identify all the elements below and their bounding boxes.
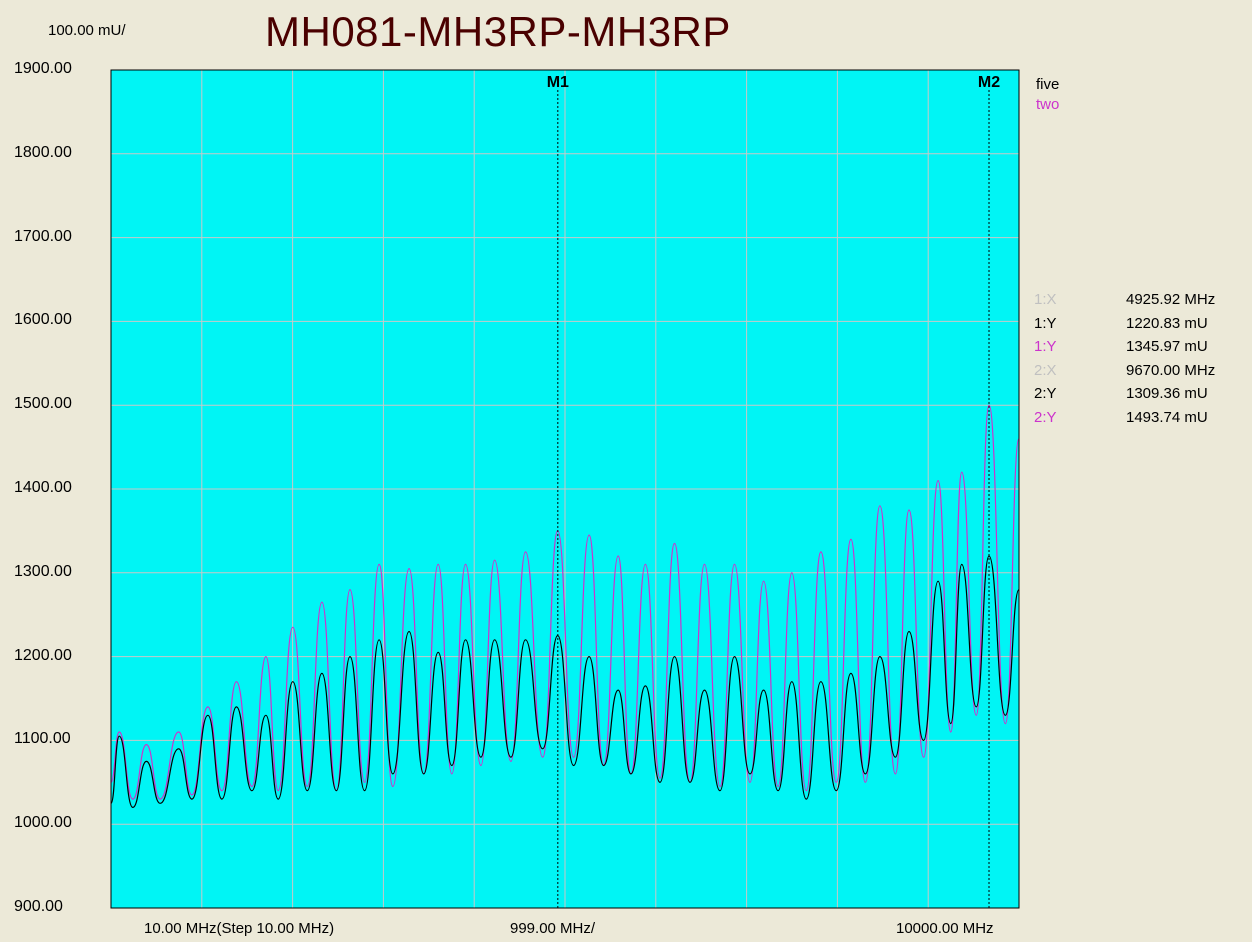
legend-item-two: two bbox=[1036, 96, 1060, 113]
readout-label: 2:Y bbox=[1034, 408, 1057, 426]
marker-label-m2[interactable]: M2 bbox=[978, 74, 1000, 91]
series-layer bbox=[110, 404, 1020, 809]
x-end-label: 10000.00 MHz bbox=[896, 920, 994, 937]
legend-item-five: five bbox=[1036, 76, 1060, 93]
y-tick-label: 1200.00 bbox=[14, 646, 72, 664]
scale-label: 100.00 mU/ bbox=[48, 22, 126, 39]
readout-value: 9670.00 MHz bbox=[1126, 361, 1216, 379]
series-line-two bbox=[110, 404, 1020, 800]
y-tick-label: 1600.00 bbox=[14, 311, 72, 329]
y-tick-label: 1400.00 bbox=[14, 479, 72, 496]
x-axis-label: 999.00 MHz/ bbox=[510, 920, 596, 937]
y-tick-label: 1500.00 bbox=[14, 395, 72, 413]
grid-lines bbox=[111, 70, 1019, 908]
y-tick-label: 1800.00 bbox=[14, 143, 72, 161]
y-tick-label: 1300.00 bbox=[14, 562, 72, 580]
y-tick-label: 1700.00 bbox=[14, 227, 72, 245]
readout-value: 1345.97 mU bbox=[1126, 338, 1208, 355]
series-line-five bbox=[110, 555, 1020, 809]
marker-layer: M1 M2 bbox=[547, 74, 1000, 908]
y-tick-label: 1100.00 bbox=[14, 730, 71, 748]
marker-label-m1[interactable]: M1 bbox=[547, 74, 569, 91]
readout-label: 2:Y bbox=[1034, 385, 1057, 402]
readout-value: 1220.83 mU bbox=[1126, 314, 1208, 332]
plot-frame bbox=[110, 69, 1020, 909]
readout-value: 1493.74 mU bbox=[1126, 408, 1208, 426]
readout-value: 1309.36 mU bbox=[1126, 385, 1208, 402]
y-tick-label: 1900.00 bbox=[14, 60, 72, 77]
chart-title: MH081-MH3RP-MH3RP bbox=[265, 8, 731, 55]
y-tick-label: 1000.00 bbox=[14, 814, 72, 832]
readout-label: 2:X bbox=[1034, 361, 1057, 379]
readout-value: 4925.92 MHz bbox=[1126, 291, 1216, 308]
y-tick-label: 900.00 bbox=[14, 898, 63, 915]
readout-label: 1:X bbox=[1034, 291, 1057, 308]
readout-label: 1:Y bbox=[1034, 314, 1057, 332]
readout-label: 1:Y bbox=[1034, 338, 1057, 355]
x-start-label: 10.00 MHz(Step 10.00 MHz) bbox=[144, 920, 335, 937]
